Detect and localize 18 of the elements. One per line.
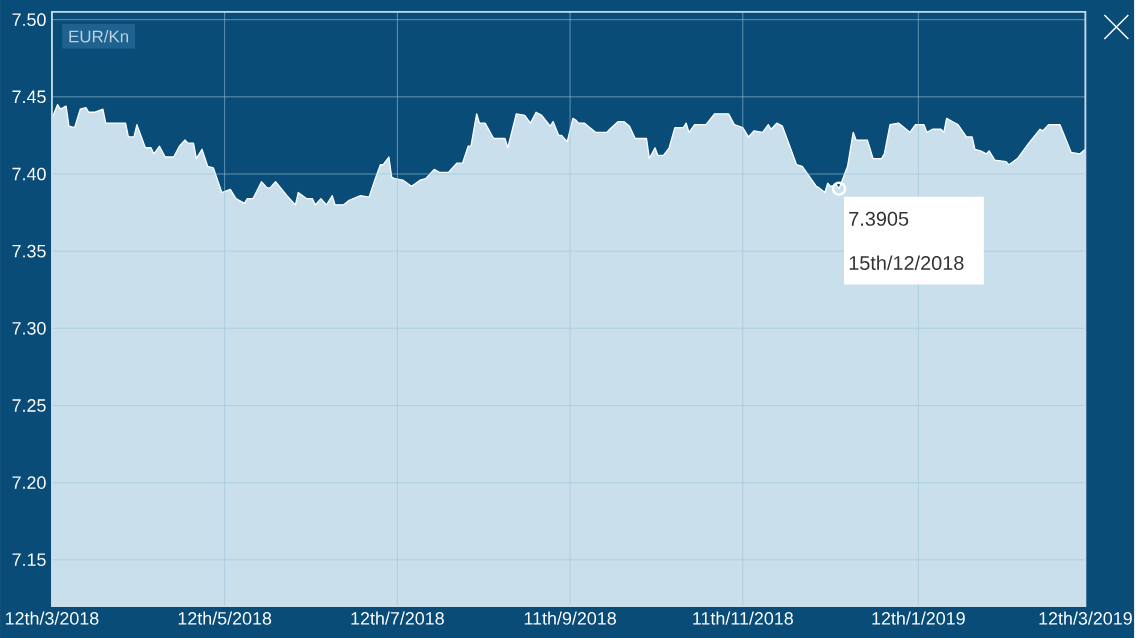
y-tick-label: 7.35	[12, 244, 46, 258]
x-tick-label: 12th/5/2018	[178, 611, 272, 625]
y-tick-label: 7.50	[12, 13, 46, 26]
y-tick-label: 7.30	[12, 321, 46, 335]
y-tick-label: 7.25	[12, 399, 46, 412]
x-tick-label: 11th/9/2018	[524, 611, 616, 625]
y-tick-label: 7.45	[12, 90, 46, 104]
x-tick-label: 11th/11/2018	[693, 611, 793, 625]
text: EUR/Kn	[69, 30, 129, 43]
y-tick-label: 7.15	[12, 553, 46, 567]
y-tick-label: 7.40	[12, 167, 46, 181]
annotation: 15th/12/2018	[849, 255, 964, 271]
y-tick-label: 7.20	[12, 476, 46, 489]
x-tick-label: 12th/3/2019	[1039, 611, 1132, 625]
x-tick-label: 12th/3/2018	[6, 611, 99, 625]
annotation: 7.3905	[849, 211, 909, 226]
x-tick-label: 12th/1/2019	[872, 611, 965, 625]
x-tick-label: 12th/7/2018	[351, 611, 444, 625]
